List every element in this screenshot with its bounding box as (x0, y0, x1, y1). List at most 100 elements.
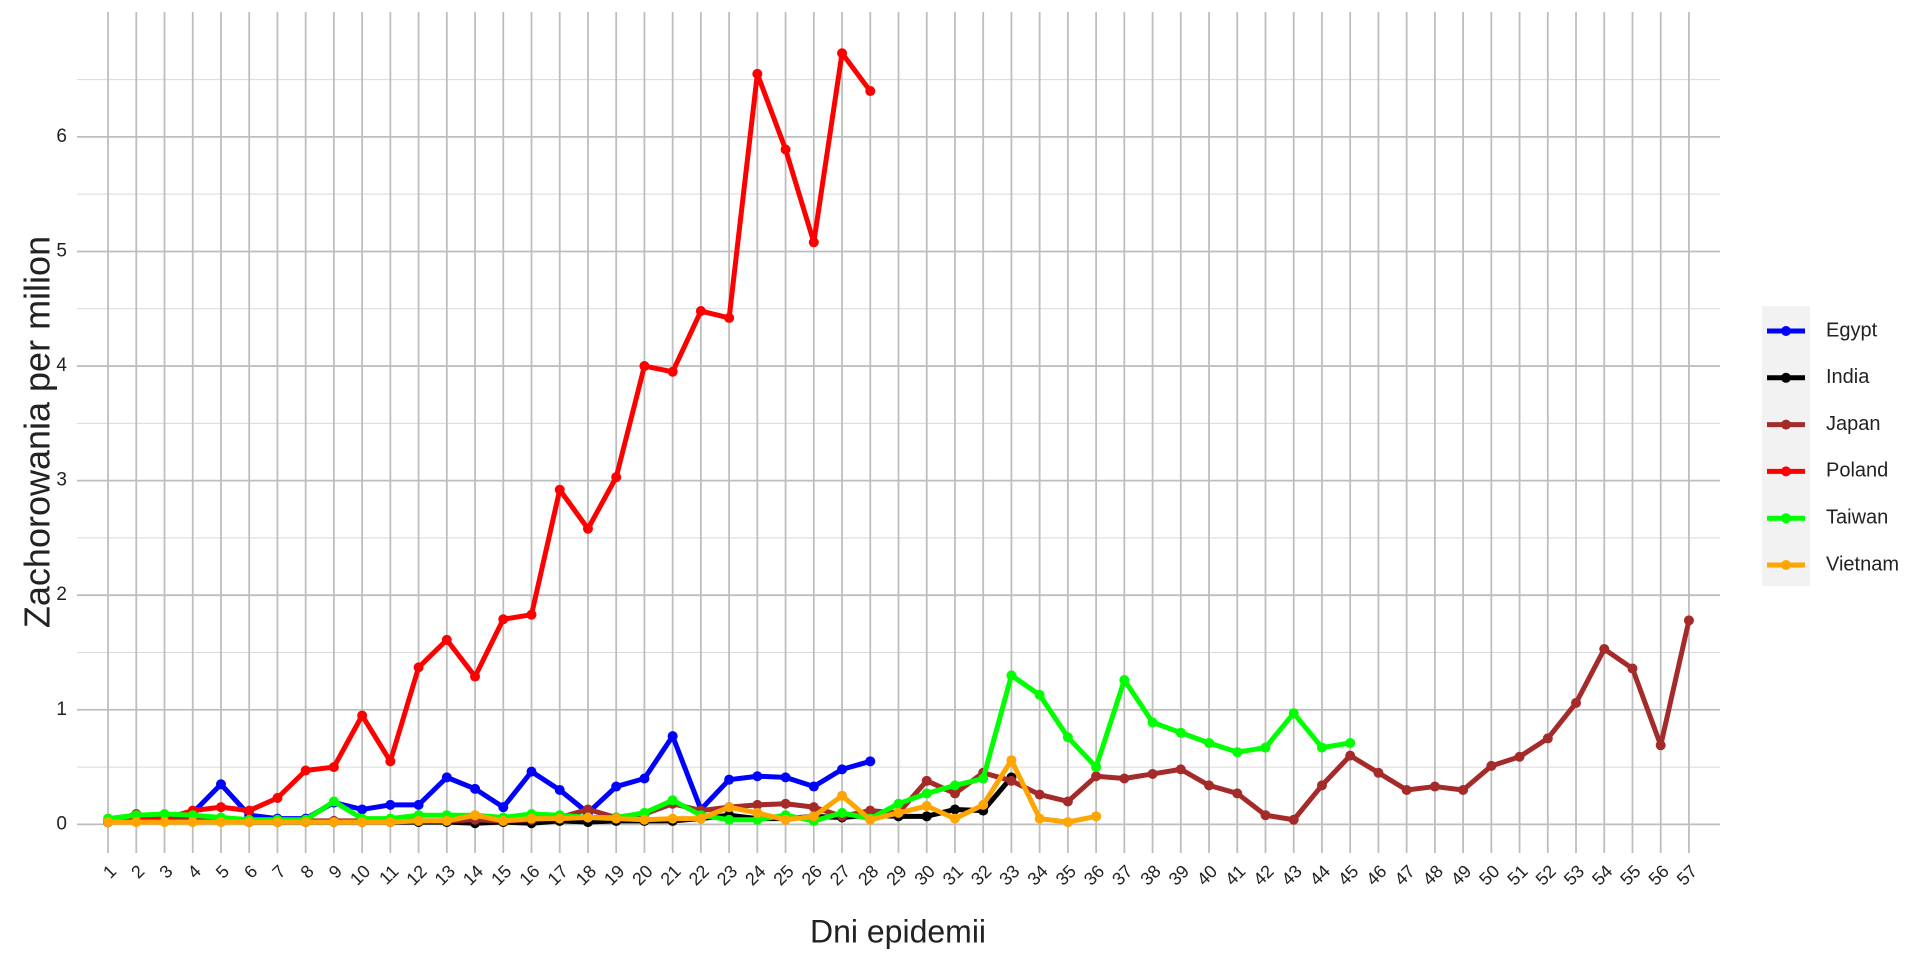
data-point (1091, 762, 1102, 773)
data-point (752, 771, 763, 782)
x-tick-label: 9 (325, 861, 346, 882)
data-point (808, 237, 819, 248)
x-tick-label: 13 (431, 861, 459, 889)
x-tick-label: 53 (1560, 861, 1588, 889)
data-point (1062, 817, 1073, 828)
data-point (187, 810, 198, 821)
data-point (328, 796, 339, 807)
x-tick-label: 15 (487, 861, 515, 889)
legend-key-point (1781, 466, 1791, 477)
data-point (611, 472, 622, 483)
data-point (921, 788, 932, 799)
data-point (526, 813, 537, 824)
data-point (159, 809, 170, 820)
data-point (1091, 811, 1102, 822)
data-point (1288, 708, 1299, 719)
data-point (1091, 771, 1102, 782)
data-point (808, 781, 819, 792)
data-point (357, 710, 368, 721)
data-point (131, 817, 142, 828)
x-tick-label: 14 (459, 861, 487, 889)
x-tick-label: 27 (826, 861, 854, 889)
data-point (1542, 733, 1553, 744)
data-point (724, 774, 735, 785)
data-point (272, 793, 283, 804)
data-point (1006, 755, 1017, 766)
x-tick-label: 56 (1645, 861, 1673, 889)
data-point (639, 814, 650, 825)
data-point (865, 756, 876, 767)
x-tick-label: 23 (713, 861, 741, 889)
x-tick-label: 55 (1616, 861, 1644, 889)
x-tick-label: 39 (1165, 861, 1193, 889)
x-tick-label: 19 (600, 861, 628, 889)
data-point (1316, 742, 1327, 753)
data-point (1514, 751, 1525, 762)
data-point (752, 799, 763, 810)
y-tick-label: 4 (56, 355, 67, 376)
x-tick-label: 29 (882, 861, 910, 889)
data-point (582, 804, 593, 815)
x-tick-label: 38 (1136, 861, 1164, 889)
x-tick-label: 34 (1024, 861, 1052, 889)
data-point (526, 609, 537, 620)
data-point (639, 773, 650, 784)
data-point (413, 799, 424, 810)
data-point (724, 312, 735, 323)
data-point (385, 799, 396, 810)
data-point (978, 799, 989, 810)
data-point (780, 798, 791, 809)
x-tick-label: 28 (854, 861, 882, 889)
data-point (893, 798, 904, 809)
data-point (582, 523, 593, 534)
x-tick-label: 48 (1419, 861, 1447, 889)
legend-key-point (1781, 326, 1791, 336)
data-point (357, 804, 368, 815)
x-tick-label: 30 (911, 861, 939, 889)
data-point (780, 814, 791, 825)
data-point (865, 814, 876, 825)
y-tick-label: 6 (56, 126, 67, 147)
data-point (837, 807, 848, 818)
data-point (385, 817, 396, 828)
data-point (328, 762, 339, 773)
data-point (1034, 813, 1045, 824)
data-point (1288, 814, 1299, 825)
data-point (300, 765, 311, 776)
data-point (357, 817, 368, 828)
data-point (1345, 750, 1356, 761)
data-point (441, 772, 452, 783)
data-point (441, 815, 452, 826)
x-tick-label: 24 (741, 861, 769, 889)
data-point (1119, 674, 1130, 685)
data-point (1458, 784, 1469, 795)
x-tick-label: 43 (1278, 861, 1306, 889)
y-tick-label: 5 (56, 240, 67, 261)
data-point (1683, 615, 1694, 626)
data-point (921, 775, 932, 786)
x-tick-label: 52 (1532, 861, 1560, 889)
data-point (470, 671, 481, 682)
data-point (1316, 780, 1327, 791)
x-tick-label: 47 (1391, 861, 1419, 889)
x-tick-label: 54 (1588, 861, 1616, 889)
data-point (695, 813, 706, 824)
x-tick-label: 16 (515, 861, 543, 889)
data-point (724, 802, 735, 813)
data-point (1429, 781, 1440, 792)
x-tick-label: 32 (967, 861, 995, 889)
data-point (385, 756, 396, 767)
x-tick-label: 51 (1503, 861, 1531, 889)
data-point (498, 614, 509, 625)
data-point (1260, 742, 1271, 753)
x-tick-label: 12 (402, 861, 430, 889)
legend-label: Vietnam (1826, 553, 1899, 575)
data-point (780, 144, 791, 155)
data-point (639, 807, 650, 818)
data-point (865, 805, 876, 816)
y-tick-label: 1 (56, 699, 67, 720)
x-tick-label: 26 (798, 861, 826, 889)
x-tick-label: 18 (572, 861, 600, 889)
data-point (441, 634, 452, 645)
